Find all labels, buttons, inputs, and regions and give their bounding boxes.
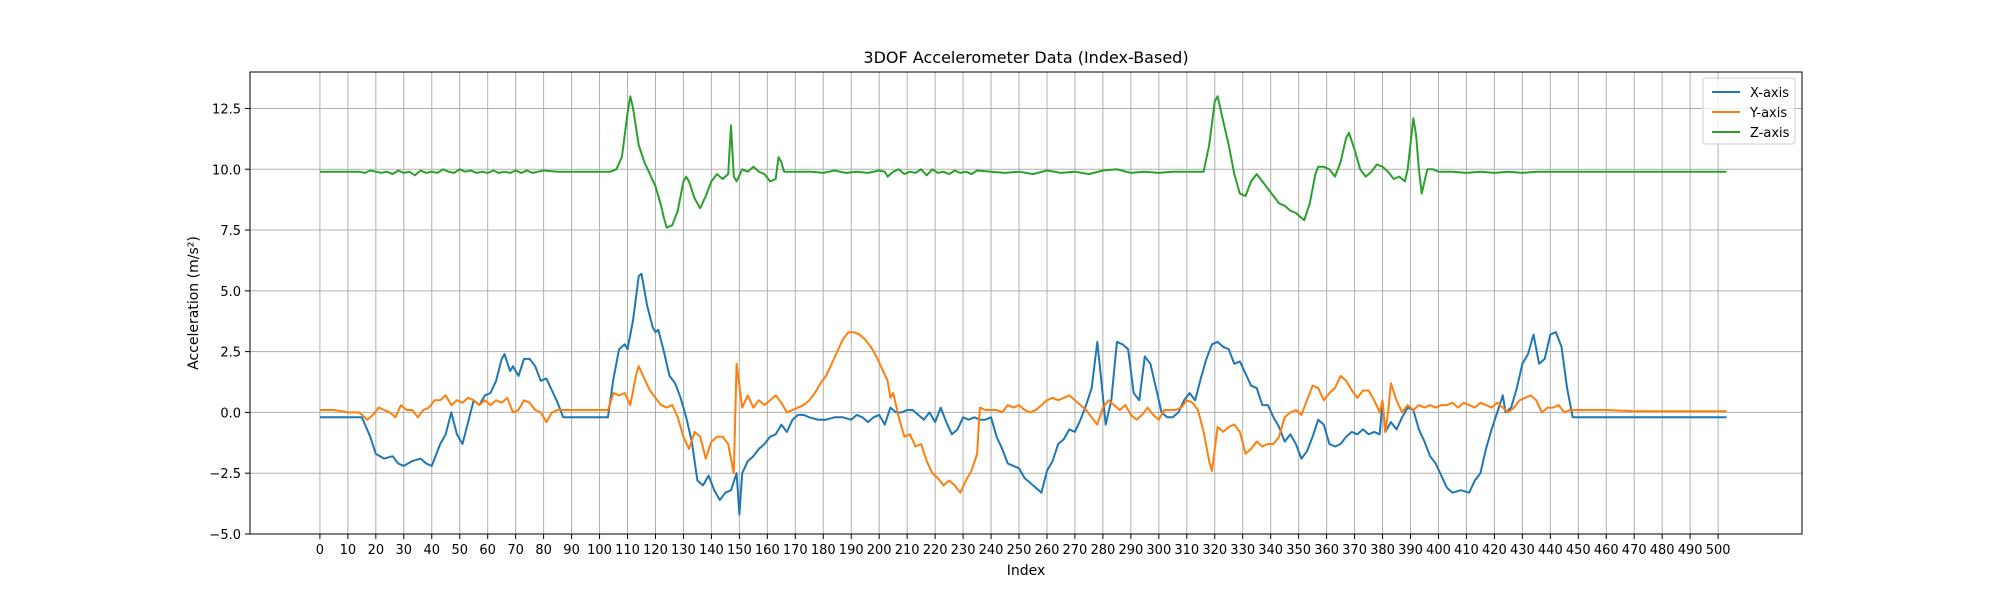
x-tick-label: 490 (1678, 543, 1703, 558)
series-line-x-axis (319, 272, 1727, 516)
x-tick-label: 420 (1482, 543, 1507, 558)
x-tick-label: 200 (867, 543, 892, 558)
x-tick-label: 380 (1370, 543, 1395, 558)
x-tick-label: 480 (1650, 543, 1675, 558)
x-tick-label: 150 (727, 543, 752, 558)
x-tick-label: 430 (1510, 543, 1535, 558)
x-tick-label: 100 (587, 543, 612, 558)
x-tick-label: 10 (340, 543, 357, 558)
x-tick-label: 470 (1622, 543, 1647, 558)
x-tick-label: 220 (923, 543, 948, 558)
x-tick-label: 130 (671, 543, 696, 558)
y-axis-label: Acceleration (m/s²) (186, 236, 202, 370)
x-tick-label: 260 (1035, 543, 1060, 558)
x-tick-label: 190 (839, 543, 864, 558)
y-axis-ticks: −5.0 −2.5 0.0 2.5 5.0 7.5 10.0 12.5 (209, 102, 250, 543)
x-tick-label: 180 (811, 543, 836, 558)
x-tick-label: 140 (699, 543, 724, 558)
x-tick-label: 350 (1286, 543, 1311, 558)
x-tick-label: 340 (1258, 543, 1283, 558)
x-tick-label: 230 (951, 543, 976, 558)
x-tick-label: 70 (507, 543, 524, 558)
y-tick-label: −2.5 (209, 467, 241, 482)
x-tick-label: 330 (1230, 543, 1255, 558)
x-tick-label: 370 (1342, 543, 1367, 558)
x-tick-label: 290 (1118, 543, 1143, 558)
x-tick-label: 450 (1566, 543, 1591, 558)
legend-label-y-axis: Y-axis (1749, 106, 1787, 121)
y-tick-label: 2.5 (220, 346, 241, 361)
x-tick-label: 30 (396, 543, 413, 558)
x-tick-label: 90 (563, 543, 580, 558)
series-line-y-axis (319, 331, 1727, 494)
x-tick-label: 440 (1538, 543, 1563, 558)
grid-lines (250, 72, 1802, 535)
y-tick-label: 10.0 (212, 163, 241, 178)
series-lines (319, 95, 1727, 516)
x-axis-ticks: 0 10 20 30 40 50 60 70 80 90 100 110 120 130 140 150 160… (316, 534, 1731, 558)
x-tick-label: 110 (615, 543, 640, 558)
x-tick-label: 390 (1398, 543, 1423, 558)
x-tick-label: 170 (783, 543, 808, 558)
legend-label-x-axis: X-axis (1750, 86, 1789, 101)
x-tick-label: 500 (1706, 543, 1731, 558)
x-tick-label: 20 (368, 543, 385, 558)
x-tick-label: 310 (1174, 543, 1199, 558)
y-tick-label: −5.0 (209, 528, 241, 543)
x-tick-label: 120 (643, 543, 668, 558)
x-tick-label: 80 (535, 543, 552, 558)
x-tick-label: 60 (479, 543, 496, 558)
x-tick-label: 240 (979, 543, 1004, 558)
plot-area-frame (249, 71, 1803, 535)
x-tick-label: 250 (1007, 543, 1032, 558)
chart-title: 3DOF Accelerometer Data (Index-Based) (863, 48, 1188, 67)
y-tick-label: 12.5 (212, 102, 241, 117)
x-tick-label: 0 (316, 543, 324, 558)
x-tick-label: 360 (1314, 543, 1339, 558)
x-tick-label: 210 (895, 543, 920, 558)
x-tick-label: 400 (1426, 543, 1451, 558)
x-tick-label: 40 (423, 543, 440, 558)
x-tick-label: 410 (1454, 543, 1479, 558)
x-axis-label: Index (1007, 563, 1046, 579)
x-tick-label: 280 (1090, 543, 1115, 558)
legend: X-axis Y-axis Z-axis (1702, 77, 1796, 145)
legend-box (1702, 77, 1796, 145)
y-tick-label: 0.0 (220, 406, 241, 421)
x-tick-label: 50 (451, 543, 468, 558)
x-tick-label: 320 (1202, 543, 1227, 558)
x-tick-label: 300 (1146, 543, 1171, 558)
x-tick-label: 160 (755, 543, 780, 558)
legend-label-z-axis: Z-axis (1750, 126, 1790, 141)
y-tick-label: 5.0 (220, 285, 241, 300)
x-tick-label: 270 (1063, 543, 1088, 558)
y-tick-label: 7.5 (220, 224, 241, 239)
series-line-z-axis (319, 95, 1727, 229)
x-tick-label: 460 (1594, 543, 1619, 558)
